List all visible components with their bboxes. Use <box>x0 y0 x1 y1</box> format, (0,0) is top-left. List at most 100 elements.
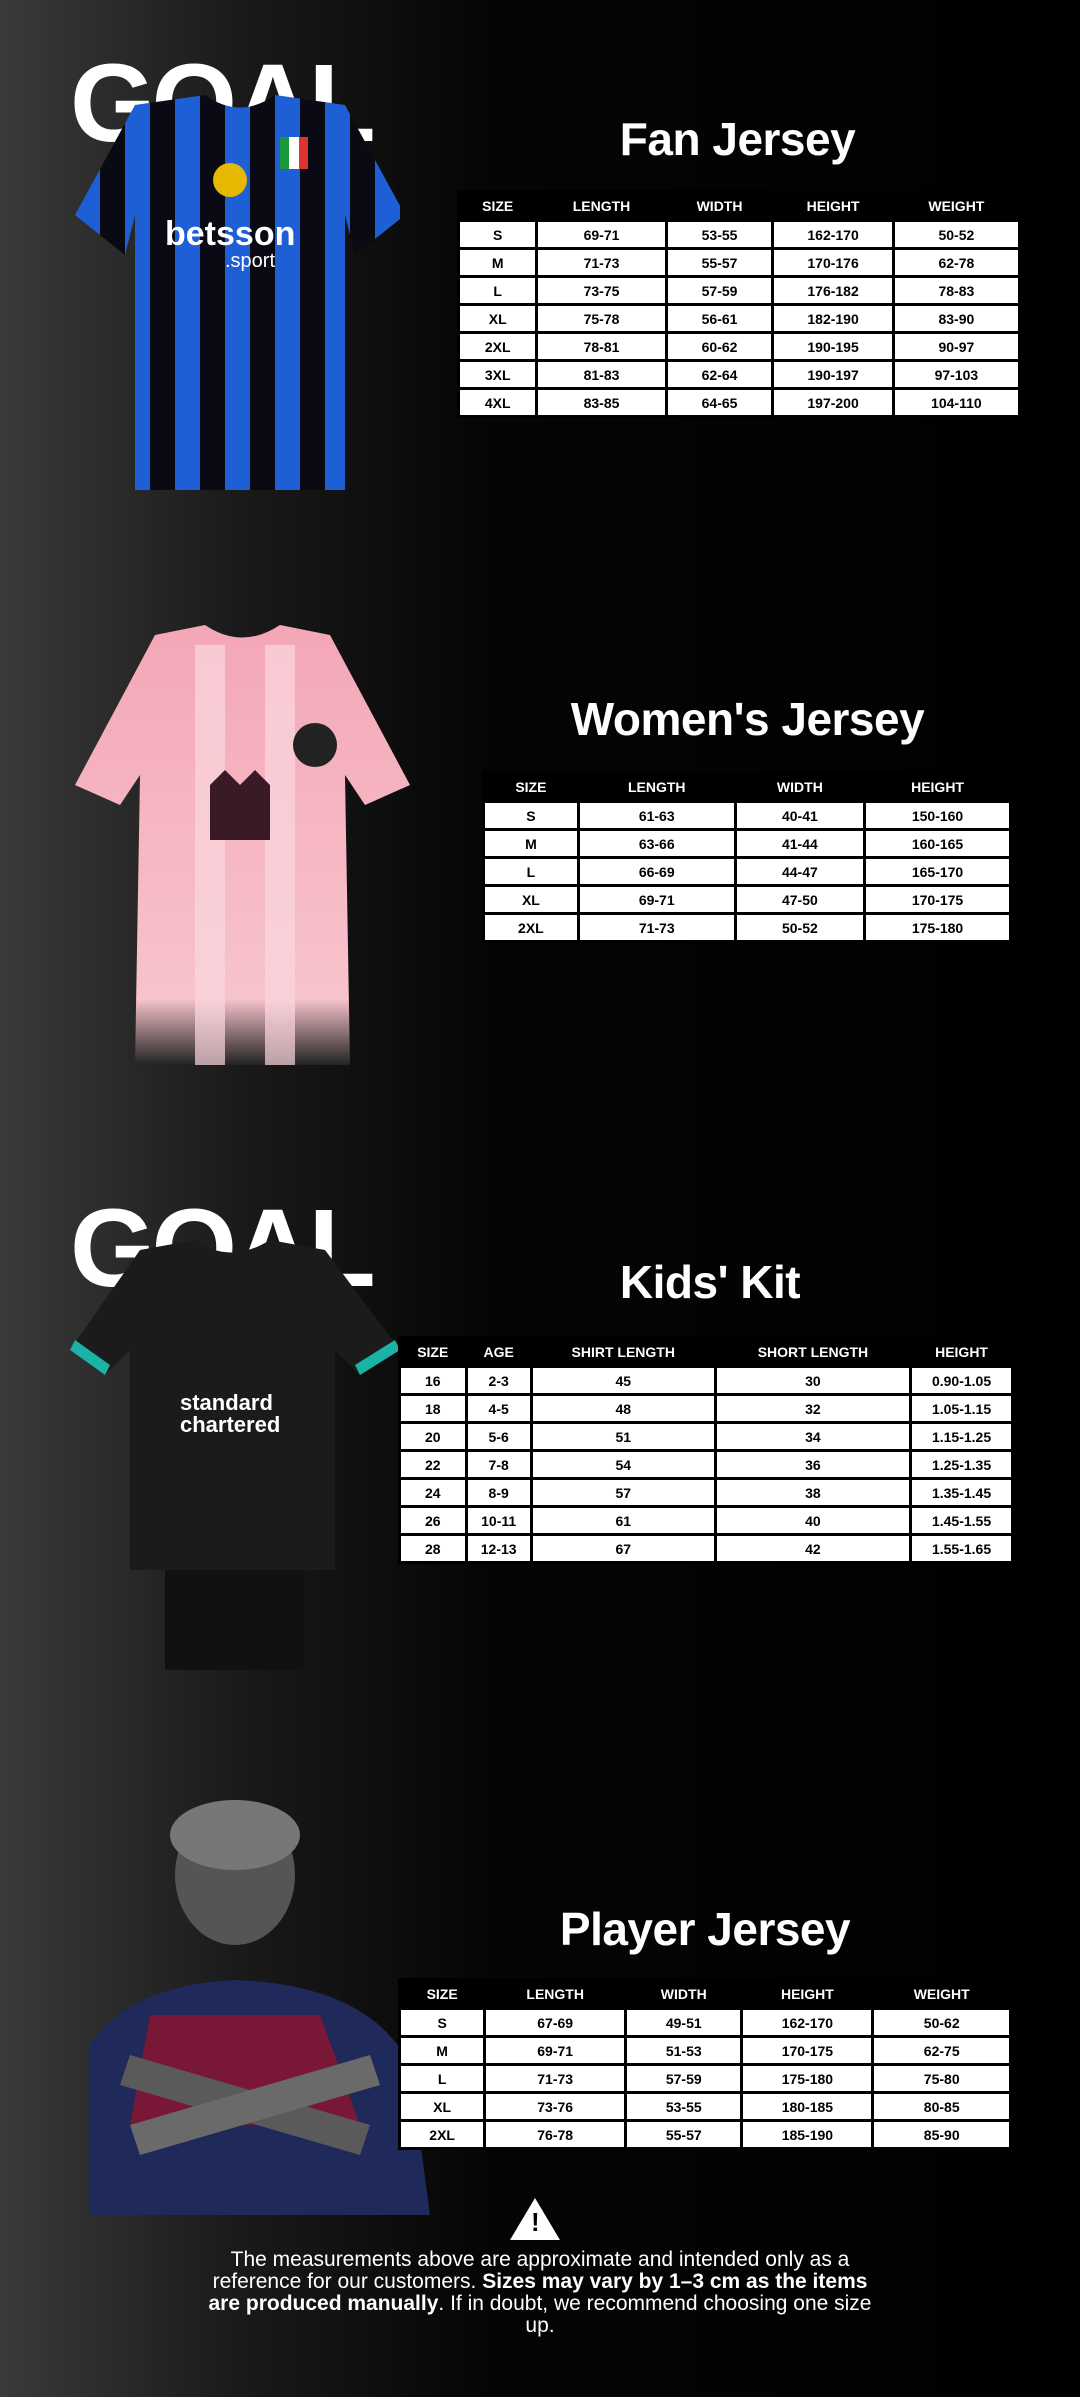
fan-jersey-image: betsson .sport <box>75 95 405 490</box>
table-cell: 69-71 <box>538 222 665 247</box>
column-header: WIDTH <box>736 774 864 800</box>
table-cell: 197-200 <box>774 390 892 415</box>
kids-kit-image: standard chartered <box>70 1240 400 1670</box>
table-cell: 30 <box>716 1368 910 1393</box>
table-cell: 1.25-1.35 <box>912 1452 1011 1477</box>
table-cell: 22 <box>401 1452 465 1477</box>
table-row: 16 2-3 45 30 0.90-1.05 <box>401 1368 1011 1393</box>
table-cell: XL <box>460 306 536 331</box>
table-cell: 57 <box>532 1480 714 1505</box>
table-row: XL 75-78 56-61 182-190 83-90 <box>460 306 1018 331</box>
table-cell: 54 <box>532 1452 714 1477</box>
table-cell: 2XL <box>485 915 577 940</box>
kids-kit-size-table: SIZE AGE SHIRT LENGTH SHORT LENGTH HEIGHT 16 2… <box>398 1336 1014 1564</box>
table-header-row: SIZE LENGTH WIDTH HEIGHT <box>485 774 1009 800</box>
table-cell: 20 <box>401 1424 465 1449</box>
table-cell: 75-80 <box>874 2066 1009 2091</box>
table-header-row: SIZE AGE SHIRT LENGTH SHORT LENGTH HEIGHT <box>401 1339 1011 1365</box>
table-cell: 50-52 <box>894 222 1018 247</box>
table-cell: 41-44 <box>736 831 864 856</box>
table-cell: 190-195 <box>774 334 892 359</box>
womens-jersey-image <box>75 625 410 1065</box>
table-cell: 170-176 <box>774 250 892 275</box>
table-row: L 71-73 57-59 175-180 75-80 <box>401 2066 1009 2091</box>
table-cell: 160-165 <box>866 831 1009 856</box>
table-cell: 10-11 <box>467 1508 530 1533</box>
table-cell: 51 <box>532 1424 714 1449</box>
table-cell: 1.55-1.65 <box>912 1536 1011 1561</box>
table-cell: 78-83 <box>894 278 1018 303</box>
table-cell: 71-73 <box>579 915 734 940</box>
table-cell: 165-170 <box>866 859 1009 884</box>
table-cell: 42 <box>716 1536 910 1561</box>
table-cell: 60-62 <box>667 334 772 359</box>
table-cell: 66-69 <box>579 859 734 884</box>
womens-jersey-size-table: SIZE LENGTH WIDTH HEIGHT S 61-63 40-41 150-160 M… <box>482 771 1012 943</box>
column-header: LENGTH <box>486 1981 625 2007</box>
player-jersey-size-table: SIZE LENGTH WIDTH HEIGHT WEIGHT S 67-69 49-51 16… <box>398 1978 1012 2150</box>
table-cell: 51-53 <box>627 2038 741 2063</box>
column-header: SIZE <box>401 1981 484 2007</box>
disclaimer-part1: The measurements above are approximate a… <box>212 2248 850 2293</box>
table-row: M 69-71 51-53 170-175 62-75 <box>401 2038 1009 2063</box>
table-cell: 170-175 <box>743 2038 872 2063</box>
table-cell: 182-190 <box>774 306 892 331</box>
table-cell: 0.90-1.05 <box>912 1368 1011 1393</box>
section-title-player-jersey: Player Jersey <box>559 1903 851 1955</box>
svg-text:standard: standard <box>180 1390 273 1415</box>
table-cell: 8-9 <box>467 1480 530 1505</box>
column-header: WIDTH <box>627 1981 741 2007</box>
disclaimer-bold: Sizes may vary by 1–3 cm as the items ar… <box>208 2270 868 2315</box>
section-title-womens-jersey: Women's Jersey <box>570 693 925 745</box>
player-image <box>90 1800 430 2215</box>
table-row: 2XL 76-78 55-57 185-190 85-90 <box>401 2122 1009 2147</box>
table-cell: 44-47 <box>736 859 864 884</box>
table-cell: 69-71 <box>579 887 734 912</box>
column-header: LENGTH <box>538 193 665 219</box>
disclaimer-part2: . If in doubt, we recommend choosing one… <box>438 2292 872 2337</box>
table-cell: 185-190 <box>743 2122 872 2147</box>
table-cell: 2XL <box>460 334 536 359</box>
table-cell: 55-57 <box>627 2122 741 2147</box>
table-cell: 67 <box>532 1536 714 1561</box>
column-header: HEIGHT <box>912 1339 1011 1365</box>
table-cell: 73-76 <box>486 2094 625 2119</box>
svg-text:.sport: .sport <box>225 250 275 272</box>
table-cell: 75-78 <box>538 306 665 331</box>
table-cell: S <box>401 2010 484 2035</box>
table-cell: 7-8 <box>467 1452 530 1477</box>
table-cell: 90-97 <box>894 334 1018 359</box>
table-cell: 3XL <box>460 362 536 387</box>
table-cell: 162-170 <box>774 222 892 247</box>
table-cell: 61-63 <box>579 803 734 828</box>
table-cell: 85-90 <box>874 2122 1009 2147</box>
table-cell: 64-65 <box>667 390 772 415</box>
table-cell: 50-62 <box>874 2010 1009 2035</box>
table-cell: XL <box>401 2094 484 2119</box>
table-row: S 61-63 40-41 150-160 <box>485 803 1009 828</box>
table-cell: 18 <box>401 1396 465 1421</box>
fan-jersey-size-table: SIZE LENGTH WIDTH HEIGHT WEIGHT S 69-71 53-55 16… <box>457 190 1021 418</box>
table-cell: 56-61 <box>667 306 772 331</box>
table-header-row: SIZE LENGTH WIDTH HEIGHT WEIGHT <box>401 1981 1009 2007</box>
column-header: SIZE <box>401 1339 465 1365</box>
table-row: 22 7-8 54 36 1.25-1.35 <box>401 1452 1011 1477</box>
table-cell: 81-83 <box>538 362 665 387</box>
table-cell: L <box>485 859 577 884</box>
table-cell: 176-182 <box>774 278 892 303</box>
table-cell: 24 <box>401 1480 465 1505</box>
table-cell: S <box>485 803 577 828</box>
table-cell: 150-160 <box>866 803 1009 828</box>
table-cell: 61 <box>532 1508 714 1533</box>
table-cell: 83-90 <box>894 306 1018 331</box>
table-row: 26 10-11 61 40 1.45-1.55 <box>401 1508 1011 1533</box>
table-cell: 53-55 <box>627 2094 741 2119</box>
table-cell: L <box>401 2066 484 2091</box>
column-header: WIDTH <box>667 193 772 219</box>
table-cell: S <box>460 222 536 247</box>
table-row: M 63-66 41-44 160-165 <box>485 831 1009 856</box>
table-cell: 28 <box>401 1536 465 1561</box>
table-cell: 62-78 <box>894 250 1018 275</box>
table-cell: 47-50 <box>736 887 864 912</box>
table-cell: 83-85 <box>538 390 665 415</box>
